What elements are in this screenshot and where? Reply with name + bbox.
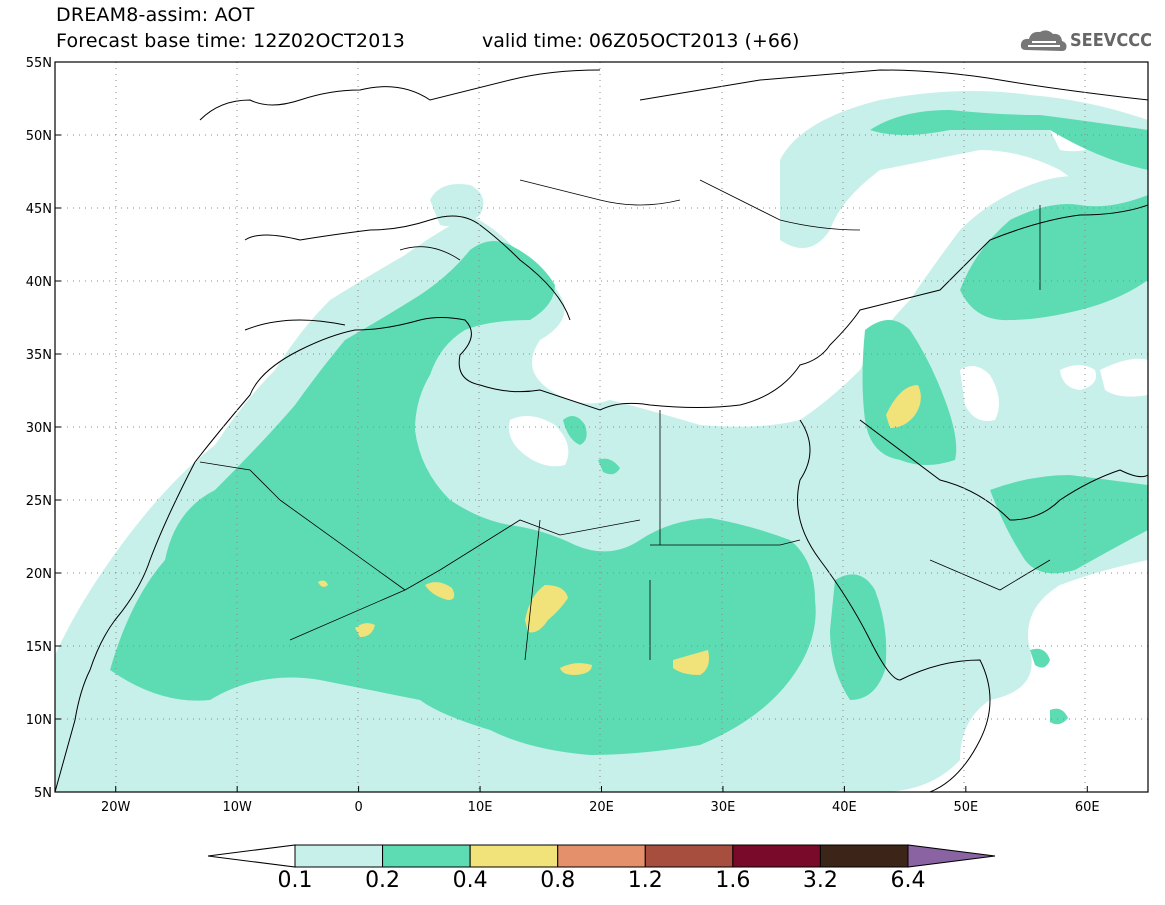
colorbar-high-arrow [907, 844, 996, 868]
colorbar-swatch [294, 844, 384, 868]
map-title: DREAM8-assim: AOT [56, 4, 255, 26]
lon-label: 20E [589, 800, 614, 815]
lat-label: 20N [26, 567, 52, 582]
colorbar [207, 844, 996, 868]
lon-label: 30E [711, 800, 736, 815]
colorbar-label: 0.4 [452, 868, 488, 893]
longitude-labels: 20W 10W 0 10E 20E 30E 40E 50E 60E [101, 786, 1100, 815]
colorbar-label: 1.6 [715, 868, 751, 893]
lon-label: 50E [953, 800, 978, 815]
colorbar-label: 6.4 [890, 868, 926, 893]
colorbar-swatch [469, 844, 559, 868]
cloud-logo-icon [1020, 30, 1067, 51]
colorbar-swatch [819, 844, 909, 868]
colorbar-swatch [732, 844, 821, 868]
lat-label: 15N [26, 640, 52, 655]
colorbar-label: 3.2 [802, 868, 838, 893]
colorbar-swatch [382, 844, 471, 868]
colorbar-low-arrow [207, 844, 296, 868]
colorbar-label: 0.2 [365, 868, 401, 893]
logo-text: SEEVCCC [1070, 30, 1152, 51]
colorbar-swatch [644, 844, 734, 868]
aot-fields [55, 62, 1148, 792]
lat-label: 55N [26, 56, 52, 71]
lat-label: 25N [26, 494, 52, 509]
lat-label: 30N [26, 421, 52, 436]
lat-label: 50N [26, 129, 52, 144]
lon-label: 10W [222, 800, 252, 815]
lon-label: 10E [468, 800, 493, 815]
lat-label: 35N [26, 348, 52, 363]
forecast-base-time: Forecast base time: 12Z02OCT2013 [56, 30, 406, 52]
lat-label: 45N [26, 202, 52, 217]
colorbar-label: 0.1 [277, 868, 313, 893]
lon-label: 20W [101, 800, 131, 815]
lat-label: 40N [26, 275, 52, 290]
lat-label: 10N [26, 713, 52, 728]
lat-label: 5N [34, 786, 52, 801]
colorbar-label: 0.8 [540, 868, 576, 893]
colorbar-label: 1.2 [627, 868, 663, 893]
lon-label: 0 [354, 800, 362, 815]
colorbar-swatch [557, 844, 646, 868]
lon-label: 40E [832, 800, 857, 815]
latitude-labels: 55N 50N 45N 40N 35N 30N 25N 20N 15N 10N 5N [26, 56, 61, 801]
valid-time: valid time: 06Z05OCT2013 (+66) [482, 30, 800, 52]
lon-label: 60E [1075, 800, 1100, 815]
graticule [55, 62, 1148, 792]
